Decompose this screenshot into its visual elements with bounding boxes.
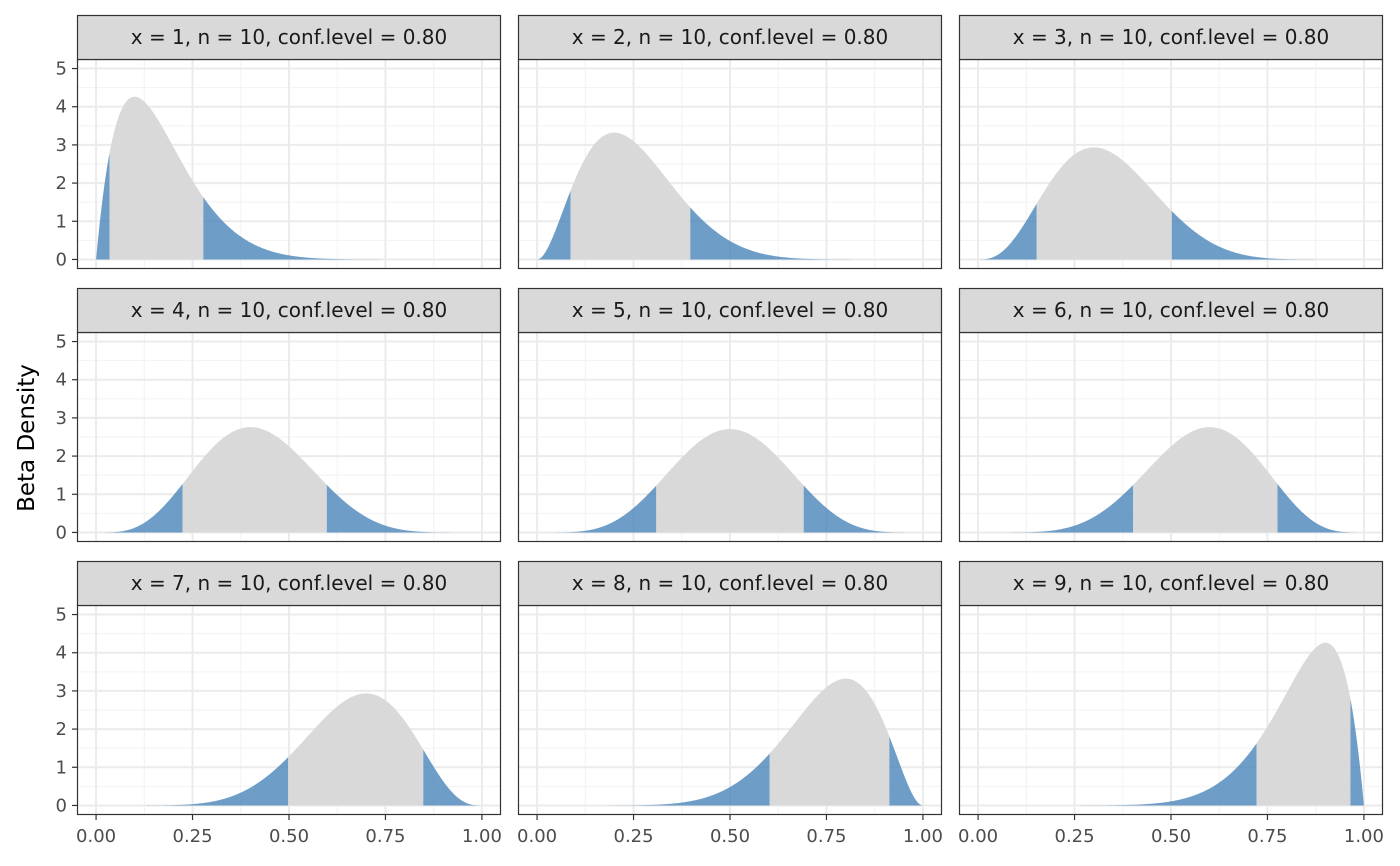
central-interval-area [769, 678, 890, 806]
y-tick-label: 0 [56, 522, 67, 543]
y-tick-label: 3 [56, 408, 67, 429]
lower-tail-area [537, 485, 657, 533]
y-tick-label: 5 [56, 59, 67, 80]
y-tick-label: 2 [56, 446, 67, 467]
x-tick-label: 1.00 [903, 826, 943, 847]
x-tick-label: 0.25 [1055, 826, 1095, 847]
lower-tail-area [978, 203, 1037, 260]
facet-panel: x = 9, n = 10, conf.level = 0.80 0.00 0.25… [958, 560, 1384, 847]
x-tick-label: 0.25 [614, 826, 654, 847]
y-tick-label: 3 [56, 681, 67, 702]
facet-strip [958, 14, 1384, 61]
facet-strip [517, 287, 943, 334]
x-tick-label: 0.50 [710, 826, 750, 847]
lower-tail-area [96, 152, 110, 260]
y-tick-label: 2 [56, 719, 67, 740]
y-tick-label: 2 [56, 173, 67, 194]
facet-strip-label: x = 7, n = 10, conf.level = 0.80 [131, 571, 447, 595]
y-tick-label: 1 [56, 757, 67, 778]
facet-strip [76, 287, 502, 334]
facet-strip-label: x = 4, n = 10, conf.level = 0.80 [131, 298, 447, 322]
y-tick-label: 1 [56, 211, 67, 232]
x-tick-label: 1.00 [1344, 826, 1384, 847]
central-interval-area [1036, 147, 1172, 260]
facet-panel: x = 7, n = 10, conf.level = 0.80 0 1 2 3 4 5 0.… [56, 560, 502, 847]
central-interval-area [109, 96, 204, 260]
x-tick-label: 0.75 [1247, 826, 1287, 847]
facet-panel: x = 2, n = 10, conf.level = 0.80 [517, 14, 943, 270]
y-tick-label: 5 [56, 332, 67, 353]
y-tick-label: 1 [56, 484, 67, 505]
y-tick-label: 5 [56, 605, 67, 626]
lower-tail-area [537, 190, 571, 260]
facet-panel: x = 4, n = 10, conf.level = 0.80 0 1 2 3 4 5 [56, 287, 502, 543]
facet-strip [76, 560, 502, 607]
facet-strip [517, 14, 943, 61]
facet-strip [958, 560, 1384, 607]
facet-strip-label: x = 9, n = 10, conf.level = 0.80 [1013, 571, 1329, 595]
x-tick-label: 0.75 [365, 826, 405, 847]
y-tick-label: 4 [56, 643, 67, 664]
facet-panel: x = 1, n = 10, conf.level = 0.80 0 1 2 3 4 5 [56, 14, 502, 270]
facet-strip-label: x = 1, n = 10, conf.level = 0.80 [131, 25, 447, 49]
upper-tail-area [803, 485, 923, 533]
facet-strip-label: x = 8, n = 10, conf.level = 0.80 [572, 571, 888, 595]
y-tick-label: 3 [56, 135, 67, 156]
facet-strip-label: x = 6, n = 10, conf.level = 0.80 [1013, 298, 1329, 322]
facet-strip-label: x = 5, n = 10, conf.level = 0.80 [572, 298, 888, 322]
central-interval-area [1133, 427, 1278, 533]
lower-tail-area [96, 757, 289, 806]
x-tick-label: 0.00 [76, 826, 116, 847]
y-tick-label: 4 [56, 370, 67, 391]
x-tick-label: 0.00 [517, 826, 557, 847]
central-interval-area [288, 693, 424, 806]
facet-strip-label: x = 3, n = 10, conf.level = 0.80 [1013, 25, 1329, 49]
lower-tail-area [978, 743, 1257, 806]
upper-tail-area [203, 197, 482, 260]
y-axis-title: Beta Density [14, 364, 40, 512]
facet-strip-label: x = 2, n = 10, conf.level = 0.80 [572, 25, 888, 49]
facet-panel: x = 3, n = 10, conf.level = 0.80 [958, 14, 1384, 270]
central-interval-area [182, 427, 327, 533]
y-tick-label: 0 [56, 249, 67, 270]
x-tick-label: 0.50 [1151, 826, 1191, 847]
y-tick-label: 0 [56, 795, 67, 816]
facet-strip [958, 287, 1384, 334]
upper-tail-area [889, 736, 923, 806]
facet-panel: x = 8, n = 10, conf.level = 0.80 0.00 0.25… [517, 560, 943, 847]
facet-panel: x = 6, n = 10, conf.level = 0.80 [958, 287, 1384, 543]
facet-strip [76, 14, 502, 61]
upper-tail-area [1350, 698, 1364, 806]
x-tick-label: 0.75 [806, 826, 846, 847]
central-interval-area [1256, 642, 1351, 806]
upper-tail-area [423, 749, 482, 806]
facet-panel: x = 5, n = 10, conf.level = 0.80 [517, 287, 943, 543]
facet-strip [517, 560, 943, 607]
x-tick-label: 0.25 [173, 826, 213, 847]
x-tick-label: 0.50 [269, 826, 309, 847]
upper-tail-area [1277, 483, 1364, 533]
x-tick-label: 0.00 [958, 826, 998, 847]
x-tick-label: 1.00 [462, 826, 502, 847]
central-interval-area [656, 429, 804, 533]
facet-panels: x = 1, n = 10, conf.level = 0.80012345x … [56, 14, 1384, 847]
upper-tail-area [326, 484, 482, 533]
lower-tail-area [978, 484, 1134, 533]
y-tick-label: 4 [56, 97, 67, 118]
lower-tail-area [96, 483, 183, 533]
upper-tail-area [1171, 211, 1364, 260]
lower-tail-area [537, 753, 770, 806]
upper-tail-area [690, 207, 923, 260]
central-interval-area [570, 132, 691, 260]
